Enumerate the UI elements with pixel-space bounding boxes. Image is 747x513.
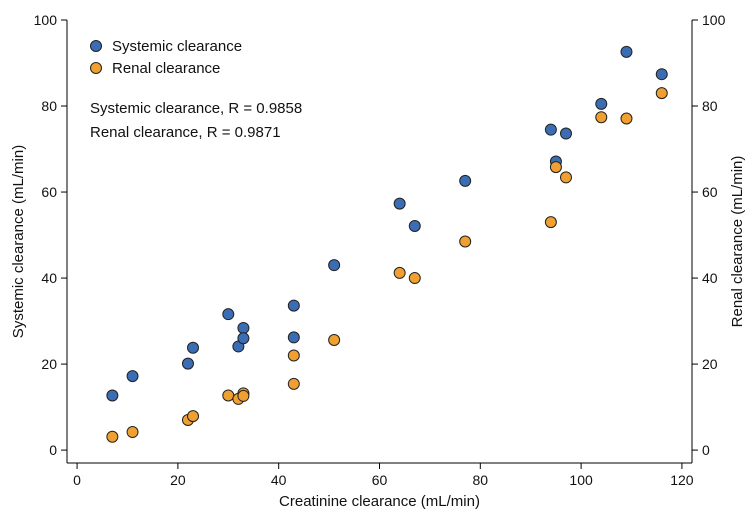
legend-label-renal: Renal clearance xyxy=(112,60,220,77)
renal-clearance-point xyxy=(106,430,119,443)
systemic-clearance-point xyxy=(655,68,668,81)
systemic-clearance-point xyxy=(126,370,139,383)
systemic-clearance-point xyxy=(408,220,421,233)
renal-clearance-point xyxy=(544,216,557,229)
systemic-clearance-point xyxy=(187,341,200,354)
renal-clearance-point xyxy=(655,87,668,100)
y2-tick-label: 60 xyxy=(702,184,718,200)
x-tick-label: 40 xyxy=(271,472,287,488)
x-tick-label: 0 xyxy=(73,472,81,488)
x-axis-title: Creatinine clearance (mL/min) xyxy=(279,493,480,510)
x-tick-label: 120 xyxy=(670,472,694,488)
y2-axis-title: Renal clearance (mL/min) xyxy=(729,156,746,328)
renal-clearance-point xyxy=(187,410,200,423)
legend: Systemic clearance Renal clearance xyxy=(90,38,242,77)
y-tick-label: 40 xyxy=(41,270,57,286)
systemic-clearance-point xyxy=(237,321,250,334)
renal-clearance-point xyxy=(459,235,472,248)
renal-clearance-point xyxy=(222,389,235,402)
renal-clearance-point xyxy=(237,389,250,402)
legend-label-systemic: Systemic clearance xyxy=(112,38,242,55)
renal-clearance-point xyxy=(287,377,300,390)
renal-clearance-point xyxy=(328,333,341,346)
annotation-systemic-r: Systemic clearance, R = 0.9858 xyxy=(90,100,302,117)
x-tick-label: 20 xyxy=(170,472,186,488)
systemic-clearance-point xyxy=(595,97,608,110)
systemic-clearance-point xyxy=(328,259,341,272)
systemic-clearance-point xyxy=(287,331,300,344)
x-tick-label: 100 xyxy=(569,472,593,488)
y2-tick-label: 40 xyxy=(702,270,718,286)
y-tick-label: 60 xyxy=(41,184,57,200)
renal-clearance-point xyxy=(126,426,139,439)
systemic-clearance-point xyxy=(106,389,119,402)
y2-tick-label: 100 xyxy=(702,12,726,28)
y-tick-label: 100 xyxy=(34,12,58,28)
renal-clearance-point xyxy=(559,171,572,184)
renal-clearance-point xyxy=(408,272,421,285)
systemic-clearance-point xyxy=(459,174,472,187)
y2-tick-label: 0 xyxy=(702,442,710,458)
systemic-clearance-point xyxy=(393,197,406,210)
data-points xyxy=(106,45,668,443)
x-tick-label: 80 xyxy=(473,472,489,488)
annotation-renal-r: Renal clearance, R = 0.9871 xyxy=(90,124,281,141)
renal-clearance-point xyxy=(595,111,608,124)
renal-clearance-point xyxy=(620,112,633,125)
systemic-clearance-point xyxy=(544,123,557,136)
renal-clearance-point xyxy=(287,349,300,362)
legend-marker-systemic xyxy=(90,40,102,52)
y2-tick-label: 20 xyxy=(702,356,718,372)
y-tick-label: 0 xyxy=(49,442,57,458)
y-tick-label: 20 xyxy=(41,356,57,372)
systemic-clearance-point xyxy=(559,127,572,140)
legend-marker-renal xyxy=(90,62,102,74)
systemic-clearance-point xyxy=(237,332,250,345)
renal-clearance-point xyxy=(393,266,406,279)
systemic-clearance-point xyxy=(620,45,633,58)
x-tick-label: 60 xyxy=(372,472,388,488)
y-axis-title: Systemic clearance (mL/min) xyxy=(10,145,27,338)
systemic-clearance-point xyxy=(181,357,194,370)
systemic-clearance-point xyxy=(287,299,300,312)
renal-clearance-point xyxy=(549,161,562,174)
y2-tick-label: 80 xyxy=(702,98,718,114)
y-tick-label: 80 xyxy=(41,98,57,114)
systemic-clearance-point xyxy=(222,308,235,321)
